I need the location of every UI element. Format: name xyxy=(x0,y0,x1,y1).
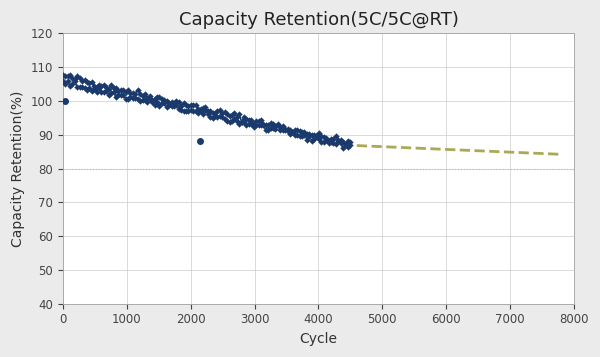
X-axis label: Cycle: Cycle xyxy=(299,332,337,346)
Title: Capacity Retention(5C/5C@RT): Capacity Retention(5C/5C@RT) xyxy=(179,11,458,29)
Y-axis label: Capacity Retention(%): Capacity Retention(%) xyxy=(11,90,25,247)
